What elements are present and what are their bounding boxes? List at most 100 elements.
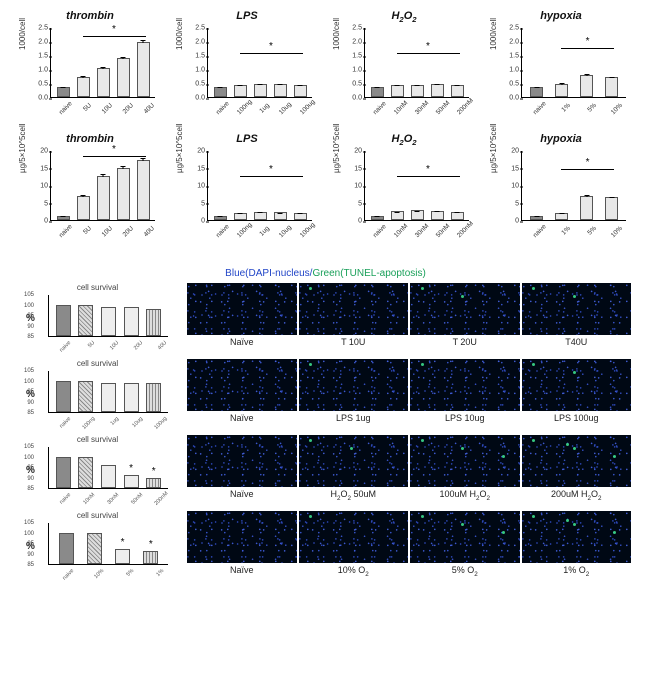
y-ticks: 0.00.51.01.52.02.5 — [505, 28, 519, 98]
bar — [137, 160, 150, 220]
y-axis-label: 1000/cell — [332, 18, 341, 50]
tunel-speck — [573, 295, 576, 298]
mini-chart-area — [48, 371, 168, 413]
bar — [605, 197, 618, 220]
x-tick: 40U — [142, 225, 156, 239]
mini-bar — [146, 309, 161, 336]
bar — [57, 216, 70, 220]
mini-y-tick: 105 — [24, 444, 34, 450]
bar — [234, 213, 247, 220]
bars-container — [208, 151, 312, 220]
microscopy-label: 10% O2 — [299, 565, 409, 578]
mini-x-ticks: naive10nM30nM50nM200nM — [48, 489, 168, 495]
microscopy-label: H2O2 50uM — [299, 489, 409, 502]
microscopy-row: Naïve10% O25% O21% O2 — [187, 511, 631, 578]
bar — [274, 84, 287, 97]
mini-y-tick: 85 — [27, 486, 34, 492]
dapi-speckles — [187, 435, 297, 487]
microscopy-row: NaïveLPS 1ugLPS 10ugLPS 100ug — [187, 359, 631, 423]
x-tick: 200nM — [456, 102, 470, 116]
error-bar — [143, 40, 144, 42]
y-tick: 15 — [189, 165, 205, 172]
significance-bracket — [83, 156, 146, 157]
y-tick: 5 — [346, 200, 362, 207]
chart-area: * — [50, 151, 155, 221]
x-ticks: naive5U10U20U40U — [50, 98, 155, 105]
dapi-speckles — [187, 359, 297, 411]
microscopy-images — [187, 435, 631, 487]
mini-y-tick: 100 — [24, 379, 34, 385]
y-ticks: 0.00.51.01.52.02.5 — [191, 28, 205, 98]
bar — [411, 85, 424, 97]
x-ticks: naive1%5%10% — [521, 221, 626, 228]
bar — [57, 87, 70, 97]
microscopy-label: T 20U — [410, 337, 520, 347]
significance-bracket — [240, 53, 303, 54]
bar — [254, 212, 267, 220]
survival-chart: cell survival%859095100105naive100ng1ug1… — [20, 359, 175, 431]
y-ticks: 05101520 — [191, 151, 205, 221]
microscopy-image — [522, 511, 632, 563]
mini-bar — [78, 381, 93, 413]
tunel-speck — [350, 447, 353, 450]
significance-star: * — [149, 539, 153, 550]
bar — [77, 77, 90, 97]
survival-chart: cell survival%859095100105**naive10nM30n… — [20, 435, 175, 507]
x-tick: 1ug — [257, 102, 271, 116]
y-ticks: 0.00.51.01.52.02.5 — [348, 28, 362, 98]
microscopy-images — [187, 359, 631, 411]
y-tick: 1.5 — [32, 53, 48, 60]
mini-y-tick: 105 — [24, 520, 34, 526]
microscopy-image — [299, 511, 409, 563]
bar — [254, 84, 267, 97]
bar — [371, 87, 384, 97]
x-ticks: naive1%5%10% — [521, 98, 626, 105]
microscopy-label: Naïve — [187, 489, 297, 502]
error-bar — [103, 174, 104, 177]
error-bar — [123, 166, 124, 168]
y-tick: 1.5 — [346, 53, 362, 60]
mini-bars — [49, 371, 168, 412]
y-tick: 0.5 — [189, 81, 205, 88]
y-tick: 2.5 — [346, 25, 362, 32]
mini-bar — [87, 533, 102, 565]
mini-bar — [101, 383, 116, 412]
x-tick: 10nM — [393, 225, 407, 239]
y-tick: 2.0 — [32, 39, 48, 46]
y-tick: 20 — [32, 148, 48, 155]
dapi-speckles — [299, 435, 409, 487]
mini-bar: * — [146, 478, 161, 489]
dapi-speckles — [522, 435, 632, 487]
error-bar — [63, 87, 64, 88]
y-tick: 0.0 — [503, 95, 519, 102]
y-tick: 2.5 — [503, 25, 519, 32]
bar-chart-panel: thrombin0.00.51.01.52.02.51000/cell*naiv… — [20, 10, 160, 125]
y-axis-label: µg/5×10^5cell — [489, 123, 498, 173]
bar — [391, 85, 404, 97]
microscopy-image — [522, 283, 632, 335]
bars-container — [51, 151, 155, 220]
mini-bar — [124, 383, 139, 412]
error-bar — [561, 83, 562, 84]
y-tick: 20 — [346, 148, 362, 155]
panel-title: thrombin — [20, 10, 160, 24]
dapi-speckles — [187, 511, 297, 563]
bar — [214, 87, 227, 97]
microscopy-image — [187, 435, 297, 487]
microscopy-image — [410, 511, 520, 563]
chart-area: * — [364, 28, 469, 98]
panel-title: LPS — [177, 133, 317, 147]
error-bar — [220, 216, 221, 217]
error-bar — [586, 195, 587, 197]
error-bar — [300, 85, 301, 86]
bars-container — [522, 151, 626, 220]
y-axis-label: 1000/cell — [489, 18, 498, 50]
mini-bar — [56, 381, 71, 413]
chart-area: * — [364, 151, 469, 221]
error-bar — [220, 87, 221, 88]
microscopy-label: LPS 100ug — [522, 413, 632, 423]
error-bar — [280, 213, 281, 214]
dapi-speckles — [299, 359, 409, 411]
bar-chart-panel: hypoxia0.00.51.01.52.02.51000/cell*naive… — [491, 10, 631, 125]
x-tick: 100ug — [299, 102, 313, 116]
